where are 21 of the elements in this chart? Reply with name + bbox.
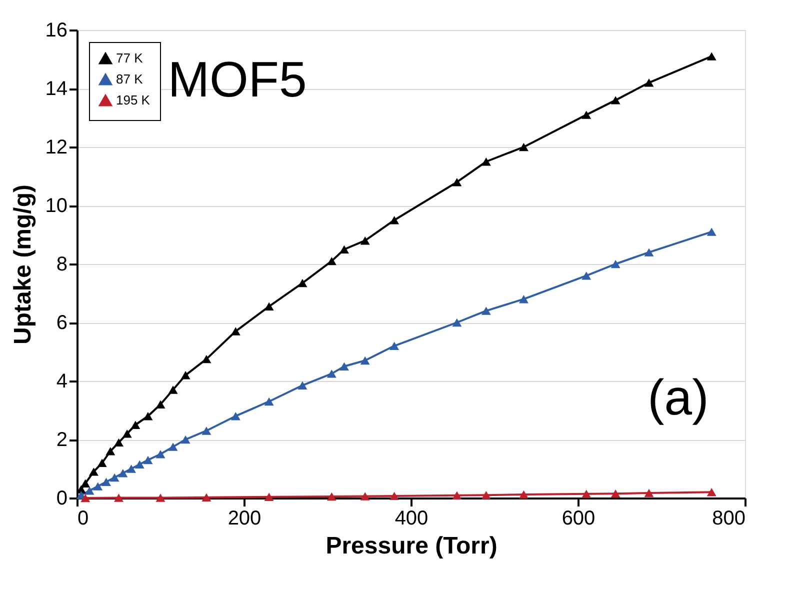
y-tick-label: 16 xyxy=(45,20,68,42)
legend-label: 195 K xyxy=(116,92,150,108)
y-axis-title: Uptake (mg/g) xyxy=(9,184,36,345)
y-tick-label: 6 xyxy=(56,312,68,334)
x-tick-label: 400 xyxy=(394,508,428,530)
x-tick-label: 0 xyxy=(78,508,89,530)
x-axis-title: Pressure (Torr) xyxy=(326,532,498,560)
annotation: MOF5 xyxy=(168,51,307,108)
x-tick-label: 200 xyxy=(228,508,262,530)
y-tick-label: 2 xyxy=(56,429,68,451)
y-tick-label: 14 xyxy=(45,78,68,100)
y-tick-label: 8 xyxy=(56,254,68,276)
x-tick-label: 800 xyxy=(712,508,746,530)
annotation: (a) xyxy=(648,370,709,426)
x-tick-label: 600 xyxy=(562,508,596,530)
legend-label: 77 K xyxy=(116,50,144,66)
legend-label: 87 K xyxy=(116,72,144,86)
y-tick-label: 0 xyxy=(56,488,68,510)
y-tick-label: 4 xyxy=(56,370,68,392)
y-tick-label: 10 xyxy=(45,195,68,217)
y-tick-label: 12 xyxy=(45,136,68,158)
